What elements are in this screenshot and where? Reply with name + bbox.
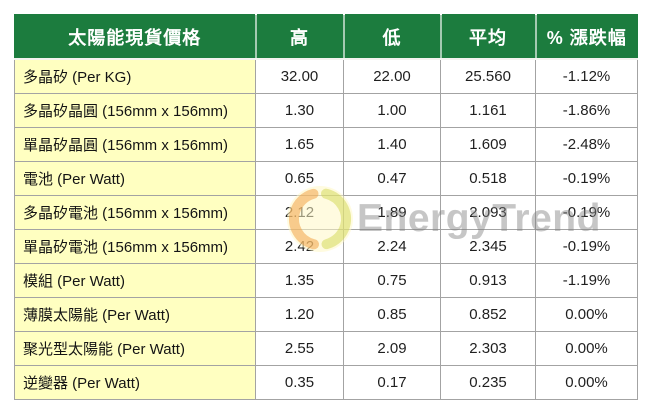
- cell-avg: 2.303: [440, 331, 536, 366]
- cell-avg: 1.609: [440, 127, 536, 162]
- table-row: 多晶矽電池 (156mm x 156mm) 2.12 1.89 2.093 -0…: [14, 195, 638, 230]
- table-row: 電池 (Per Watt) 0.65 0.47 0.518 -0.19%: [14, 161, 638, 196]
- table-row: 薄膜太陽能 (Per Watt) 1.20 0.85 0.852 0.00%: [14, 297, 638, 332]
- cell-change: -1.86%: [535, 93, 638, 128]
- cell-avg: 0.852: [440, 297, 536, 332]
- cell-change: -1.19%: [535, 263, 638, 298]
- cell-change: -0.19%: [535, 195, 638, 230]
- cell-high: 1.30: [255, 93, 344, 128]
- cell-low: 0.75: [343, 263, 441, 298]
- cell-low: 1.40: [343, 127, 441, 162]
- header-cell-change: % 漲跌幅: [535, 14, 638, 60]
- cell-low: 2.09: [343, 331, 441, 366]
- cell-low: 0.85: [343, 297, 441, 332]
- cell-label: 多晶矽電池 (156mm x 156mm): [14, 195, 256, 230]
- price-table: 太陽能現貨價格 高 低 平均 % 漲跌幅 多晶矽 (Per KG) 32.00 …: [14, 14, 638, 400]
- cell-label: 電池 (Per Watt): [14, 161, 256, 196]
- cell-change: -0.19%: [535, 229, 638, 264]
- cell-label: 逆變器 (Per Watt): [14, 365, 256, 400]
- cell-avg: 2.093: [440, 195, 536, 230]
- cell-change: 0.00%: [535, 365, 638, 400]
- cell-high: 2.12: [255, 195, 344, 230]
- cell-label: 單晶矽晶圓 (156mm x 156mm): [14, 127, 256, 162]
- table-header-row: 太陽能現貨價格 高 低 平均 % 漲跌幅: [14, 14, 638, 60]
- cell-change: 0.00%: [535, 297, 638, 332]
- table-row: 單晶矽電池 (156mm x 156mm) 2.42 2.24 2.345 -0…: [14, 229, 638, 264]
- cell-avg: 25.560: [440, 58, 536, 94]
- cell-avg: 0.913: [440, 263, 536, 298]
- table-row: 多晶矽晶圓 (156mm x 156mm) 1.30 1.00 1.161 -1…: [14, 93, 638, 128]
- cell-high: 1.20: [255, 297, 344, 332]
- header-cell-title: 太陽能現貨價格: [14, 14, 257, 60]
- table-row: 模組 (Per Watt) 1.35 0.75 0.913 -1.19%: [14, 263, 638, 298]
- cell-label: 多晶矽 (Per KG): [14, 58, 256, 94]
- cell-change: -1.12%: [535, 58, 638, 94]
- cell-avg: 0.235: [440, 365, 536, 400]
- table-row: 聚光型太陽能 (Per Watt) 2.55 2.09 2.303 0.00%: [14, 331, 638, 366]
- cell-high: 32.00: [255, 58, 344, 94]
- cell-high: 0.65: [255, 161, 344, 196]
- cell-change: -0.19%: [535, 161, 638, 196]
- cell-low: 1.89: [343, 195, 441, 230]
- cell-low: 22.00: [343, 58, 441, 94]
- cell-label: 薄膜太陽能 (Per Watt): [14, 297, 256, 332]
- cell-label: 模組 (Per Watt): [14, 263, 256, 298]
- cell-label: 單晶矽電池 (156mm x 156mm): [14, 229, 256, 264]
- cell-label: 聚光型太陽能 (Per Watt): [14, 331, 256, 366]
- cell-high: 1.35: [255, 263, 344, 298]
- cell-high: 2.42: [255, 229, 344, 264]
- cell-low: 0.17: [343, 365, 441, 400]
- cell-high: 0.35: [255, 365, 344, 400]
- table-row: 逆變器 (Per Watt) 0.35 0.17 0.235 0.00%: [14, 365, 638, 400]
- cell-change: 0.00%: [535, 331, 638, 366]
- cell-low: 2.24: [343, 229, 441, 264]
- cell-avg: 0.518: [440, 161, 536, 196]
- cell-label: 多晶矽晶圓 (156mm x 156mm): [14, 93, 256, 128]
- cell-low: 0.47: [343, 161, 441, 196]
- cell-change: -2.48%: [535, 127, 638, 162]
- cell-avg: 2.345: [440, 229, 536, 264]
- table-row: 單晶矽晶圓 (156mm x 156mm) 1.65 1.40 1.609 -2…: [14, 127, 638, 162]
- cell-high: 1.65: [255, 127, 344, 162]
- header-cell-low: 低: [343, 14, 442, 60]
- cell-high: 2.55: [255, 331, 344, 366]
- header-cell-avg: 平均: [440, 14, 537, 60]
- cell-avg: 1.161: [440, 93, 536, 128]
- table-row: 多晶矽 (Per KG) 32.00 22.00 25.560 -1.12%: [14, 58, 638, 94]
- cell-low: 1.00: [343, 93, 441, 128]
- header-cell-high: 高: [255, 14, 345, 60]
